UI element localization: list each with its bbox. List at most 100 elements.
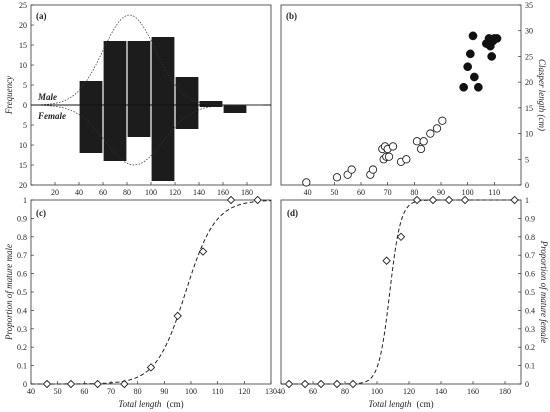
panel-a-x-tick-label: 60 xyxy=(99,188,107,197)
panel-a-x-tick-label: 180 xyxy=(241,188,253,197)
panel-c-y-tick-label: 0.7 xyxy=(17,251,27,260)
panel-a-marks: 20 40 60 80 100 120 140 160 180 0 5 10 15 20 25 5 10 15 20 xyxy=(19,1,271,197)
panel-a-label: (a) xyxy=(36,11,47,21)
immature-point xyxy=(384,152,394,161)
female-bar xyxy=(79,105,103,153)
panel-b-x-tick-label: 90 xyxy=(437,188,445,197)
male-label: Male xyxy=(37,92,57,102)
mature-point xyxy=(459,82,469,92)
mature-point xyxy=(487,52,497,61)
panel-c-y-tick-label: 0.5 xyxy=(17,288,27,297)
panel-d-y-tick-label: 0.7 xyxy=(525,251,535,260)
panel-d-y-tick-label: 1 xyxy=(525,196,529,205)
panel-c-x-axis-title-unit: (cm) xyxy=(167,399,184,409)
panel-d-data-point xyxy=(348,379,358,389)
panel-c-y-tick-label: 0.1 xyxy=(17,362,27,371)
panel-d-x-tick-label: 180 xyxy=(499,387,511,396)
panel-b-y-tick-label: 20 xyxy=(525,78,533,87)
panel-b-y-tick-label: 0 xyxy=(525,181,529,190)
female-bar xyxy=(151,105,175,181)
female-label: Female xyxy=(37,111,66,121)
panel-d-x-tick-label: 60 xyxy=(309,387,317,396)
panel-d-data-point xyxy=(460,195,470,205)
panel-d-y-tick-label: 0.6 xyxy=(525,270,535,279)
panel-a-y-tick-label: 20 xyxy=(19,181,27,190)
male-bar xyxy=(127,41,151,105)
panel-d-data-point xyxy=(444,195,454,205)
panel-a-y-axis-title: Frequency xyxy=(4,76,14,115)
male-bar xyxy=(79,81,103,105)
panel-a-y-tick-label: 15 xyxy=(19,161,27,170)
panel-c-data-point xyxy=(253,195,262,205)
panel-c-data-point xyxy=(42,379,52,389)
panel-a-x-tick-label: 120 xyxy=(169,188,181,197)
male-bar xyxy=(103,41,127,105)
panel-c-frame xyxy=(30,199,272,385)
immature-point xyxy=(332,173,342,182)
panel-c-y-tick-label: 0.8 xyxy=(17,233,27,242)
female-bar xyxy=(175,105,199,129)
panel-c-data-point xyxy=(93,379,102,389)
immature-point xyxy=(368,165,378,174)
female-bar xyxy=(103,105,127,161)
panel-c-data-point xyxy=(120,379,129,389)
panel-d-data-point xyxy=(428,195,438,205)
panel-a-frequency-histogram: (a) Male Female Frequency 20 40 60 80 100 120… xyxy=(4,1,272,197)
panel-c-male-maturity: (c) Proportion of mature male Total leng… xyxy=(4,195,277,409)
panel-b-y-tick-label: 15 xyxy=(525,104,533,113)
panel-a-x-tick-label: 20 xyxy=(51,188,59,197)
panel-a-y-tick-label: 10 xyxy=(19,141,27,150)
panel-a-y-tick-label: 5 xyxy=(23,81,27,90)
panel-c-x-tick-label: 100 xyxy=(185,387,197,396)
panel-a-x-tick-label: 100 xyxy=(145,188,157,197)
panel-b-y-tick-label: 5 xyxy=(525,155,529,164)
male-bar xyxy=(151,37,175,105)
female-bar xyxy=(223,105,247,113)
panel-a-x-tick-label: 80 xyxy=(123,188,131,197)
panel-b-x-tick-label: 50 xyxy=(330,188,338,197)
panel-d-label: (d) xyxy=(287,208,298,218)
panel-d-x-tick-label: 80 xyxy=(341,387,349,396)
immature-point xyxy=(347,165,356,174)
panel-b-x-tick-label: 40 xyxy=(304,188,312,197)
panel-a-y-tick-label: 10 xyxy=(19,61,27,70)
panel-b-y-tick-label: 35 xyxy=(525,1,533,10)
panel-b-x-tick-label: 100 xyxy=(462,188,474,197)
panel-d-x-tick-label: 40 xyxy=(277,387,285,396)
immature-point xyxy=(416,144,426,154)
panel-b-label: (b) xyxy=(286,11,297,21)
panel-c-x-tick-label: 60 xyxy=(80,387,88,396)
panel-d-y-axis-title: Proportion of mature female xyxy=(539,240,549,344)
panel-d-x-axis-title-main: Total length xyxy=(368,399,411,409)
panel-b-y-tick-label: 10 xyxy=(525,130,533,139)
mature-point xyxy=(463,62,473,72)
panel-c-x-tick-label: 120 xyxy=(238,387,250,396)
panel-c-y-tick-label: 0.3 xyxy=(17,325,27,334)
female-bar xyxy=(199,105,223,107)
panel-d-x-axis-title-unit: (cm) xyxy=(417,399,434,409)
panel-d-data-point xyxy=(382,256,391,265)
panel-c-x-tick-label: 130 xyxy=(265,387,277,396)
panel-b-y-tick-label: 30 xyxy=(525,27,533,36)
panel-c-x-axis-title: Total length (cm) xyxy=(118,399,183,409)
panel-c-data-point xyxy=(198,247,208,256)
immature-point xyxy=(426,129,435,138)
panel-d-data-point xyxy=(300,379,310,389)
immature-point xyxy=(388,142,398,151)
panel-a-y-tick-label: 5 xyxy=(23,121,27,130)
panel-a-frame xyxy=(30,4,272,186)
panel-d-y-tick-label: 0.8 xyxy=(525,233,535,242)
panel-d-logistic-fit xyxy=(281,199,521,385)
panel-a-y-tick-label: 0 xyxy=(23,101,27,110)
panel-d-data-point xyxy=(284,379,294,389)
panel-a-y-tick-label: 20 xyxy=(19,21,27,30)
panel-d-data-point xyxy=(510,195,519,205)
immature-point xyxy=(402,155,411,164)
panel-d-y-tick-label: 0.4 xyxy=(525,306,535,315)
panel-c-y-tick-label: 0.4 xyxy=(17,306,27,315)
male-normal-curve xyxy=(38,14,264,106)
male-bar xyxy=(199,101,223,105)
male-bar xyxy=(175,77,199,105)
